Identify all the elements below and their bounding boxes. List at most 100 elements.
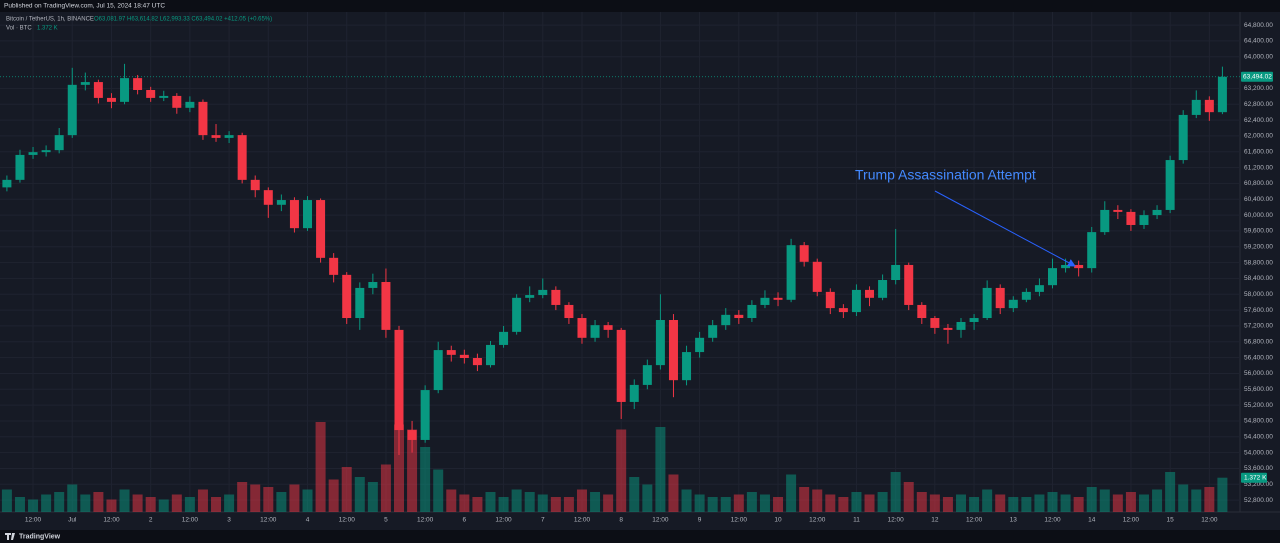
candle-body	[224, 135, 234, 138]
volume-bar	[354, 477, 365, 512]
candle-body	[211, 135, 221, 138]
candle-body	[1139, 215, 1149, 225]
candle-body	[721, 314, 731, 326]
volume-bar	[394, 424, 404, 512]
y-tick-label: 54,400.00	[1244, 434, 1273, 441]
candle-body	[642, 365, 652, 385]
volume-bar	[420, 447, 431, 512]
y-tick-label: 57,600.00	[1244, 307, 1273, 314]
y-tick-label: 62,800.00	[1244, 101, 1273, 108]
candle-body	[1165, 160, 1175, 210]
x-tick-label: 12:00	[574, 517, 591, 524]
volume-bar	[1, 489, 12, 512]
volume-bar	[1178, 484, 1189, 512]
candle-body	[407, 430, 417, 440]
candle-body	[1034, 285, 1044, 292]
x-tick-label: 4	[306, 517, 310, 524]
y-tick-label: 64,800.00	[1244, 22, 1273, 29]
volume-bar	[197, 489, 208, 512]
x-tick-label: 5	[384, 517, 388, 524]
volume-bar	[707, 497, 718, 512]
candle-body	[381, 281, 391, 330]
candle-body	[786, 245, 796, 300]
volume-bar	[145, 497, 156, 512]
x-tick-label: 12:00	[182, 517, 199, 524]
candle-body	[433, 350, 443, 391]
volume-bar	[485, 492, 496, 512]
y-tick-label: 64,000.00	[1244, 53, 1273, 60]
candle-body	[420, 390, 430, 440]
candle-body	[838, 308, 848, 313]
volume-bar	[41, 494, 52, 512]
volume-bar	[537, 494, 548, 512]
volume-bar	[341, 467, 352, 512]
volume-bar	[171, 494, 182, 512]
volume-bar	[263, 487, 274, 512]
candle-body	[1087, 232, 1097, 269]
y-tick-label: 56,000.00	[1244, 370, 1273, 377]
x-tick-label: 6	[463, 517, 467, 524]
x-tick-label: 12:00	[417, 517, 434, 524]
candle-body	[54, 135, 64, 151]
candle-body	[146, 89, 156, 98]
volume-bar	[106, 499, 117, 512]
candle-body	[917, 304, 927, 319]
y-tick-label: 56,800.00	[1244, 338, 1273, 345]
candle-body	[80, 82, 90, 85]
candle-body	[655, 319, 665, 366]
y-tick-label: 52,800.00	[1244, 497, 1273, 504]
y-tick-label: 54,800.00	[1244, 418, 1273, 425]
x-tick-label: 14	[1088, 517, 1096, 524]
volume-bar	[1217, 477, 1228, 512]
x-tick-label: 12:00	[25, 517, 42, 524]
volume-bar	[746, 492, 757, 512]
x-tick-label: 12:00	[966, 517, 983, 524]
volume-bar	[903, 482, 914, 512]
plot-background	[0, 12, 1280, 530]
volume-bar	[407, 429, 418, 512]
volume-bar	[67, 484, 78, 512]
volume-bar	[54, 492, 65, 512]
volume-legend: 1.372 K	[37, 26, 58, 32]
volume-bar	[629, 477, 640, 512]
y-tick-label: 59,600.00	[1244, 228, 1273, 235]
candle-body	[2, 179, 12, 188]
volume-bar	[459, 494, 470, 512]
candle-body	[695, 337, 705, 353]
volume-bar	[890, 472, 901, 512]
volume-bar	[799, 487, 810, 512]
candle-body	[734, 314, 744, 319]
volume-bar	[250, 484, 261, 512]
volume-bar	[1204, 487, 1215, 512]
volume-bar	[1008, 497, 1019, 512]
volume-bar	[916, 492, 927, 512]
volume-bar	[302, 489, 313, 512]
candle-body	[133, 78, 143, 90]
volume-bar	[1086, 487, 1097, 512]
x-tick-label: 12:00	[1044, 517, 1061, 524]
candle-body	[394, 329, 404, 431]
volume-bar	[1047, 492, 1058, 512]
candle-body	[525, 295, 535, 298]
volume-bar	[655, 427, 666, 512]
volume-bar	[720, 497, 731, 512]
volume-bar	[14, 497, 25, 512]
y-tick-label: 61,200.00	[1244, 164, 1273, 171]
volume-bar	[616, 429, 627, 512]
candle-body	[1204, 99, 1214, 113]
candle-body	[682, 352, 692, 381]
candle-body	[276, 200, 286, 205]
volume-bar	[733, 494, 744, 512]
candle-body	[1126, 211, 1136, 225]
candle-body	[551, 289, 561, 305]
volume-bar	[1099, 489, 1110, 512]
volume-bar	[550, 497, 561, 512]
x-tick-label: 12:00	[495, 517, 512, 524]
volume-bar	[838, 497, 849, 512]
volume-bar	[119, 489, 130, 512]
candle-body	[1152, 209, 1162, 216]
x-tick-label: 9	[698, 517, 702, 524]
volume-bar	[28, 499, 39, 512]
candle-body	[590, 325, 600, 338]
